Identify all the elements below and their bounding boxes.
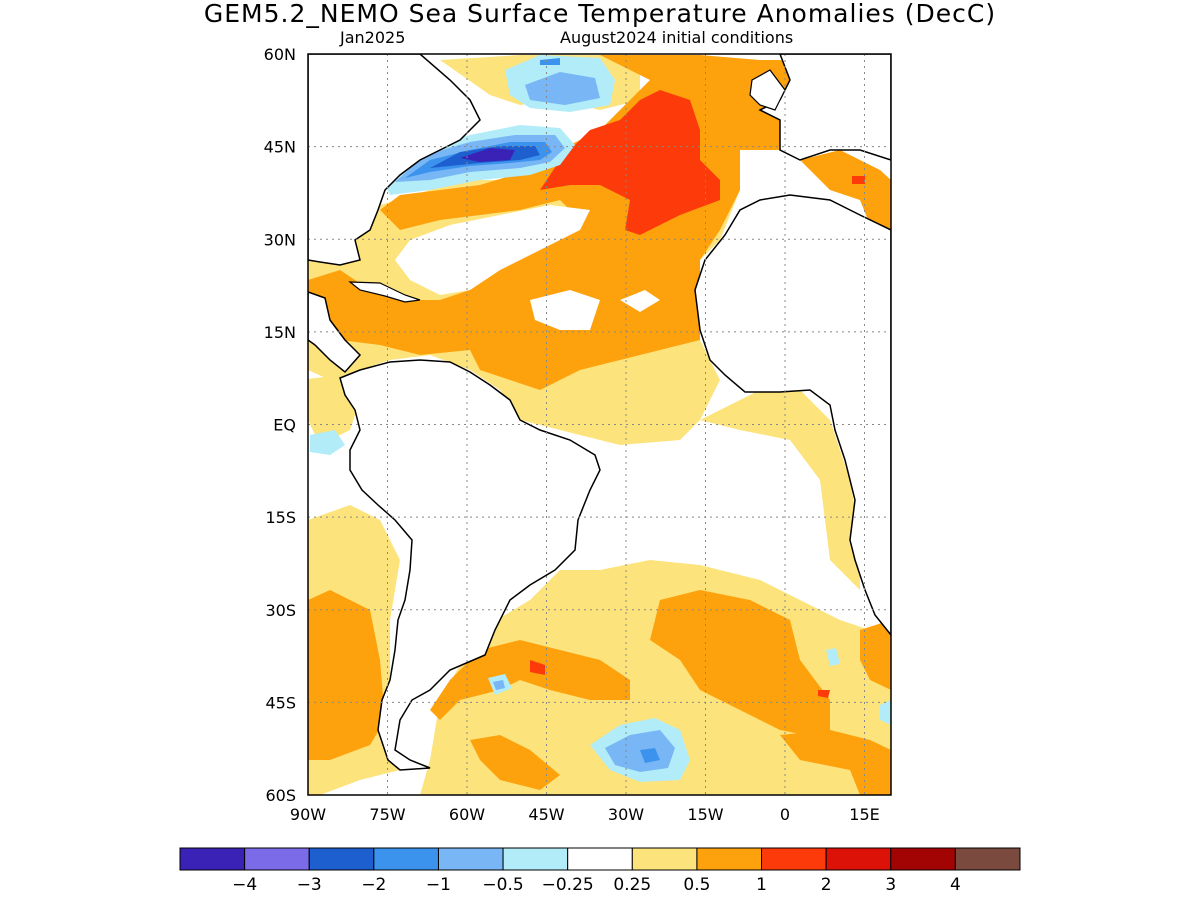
colorbar-swatch <box>373 847 439 871</box>
anomaly-region <box>395 205 590 295</box>
colorbar-swatch <box>308 847 375 871</box>
anomaly-region <box>852 176 865 184</box>
colorbar-tick-label: 4 <box>950 875 961 895</box>
latitude-tick-label: 60S <box>265 786 296 805</box>
anomaly-region <box>540 90 720 235</box>
colorbar-swatch <box>631 847 698 871</box>
latitude-tick-label: 30N <box>264 230 296 249</box>
anomaly-region <box>525 72 600 105</box>
anomaly-region <box>470 735 560 790</box>
colorbar-tick-label: −4 <box>232 875 257 895</box>
coastlines <box>308 54 891 771</box>
anomaly-region <box>826 648 840 666</box>
colorbar-swatch <box>567 847 633 871</box>
colorbar-labels: −4 −3 −2 −1 −0.5 −0.25 0.25 0.5 1 2 3 4 <box>232 875 961 895</box>
cuba-coast <box>348 281 421 303</box>
colorbar-swatch <box>890 847 956 871</box>
grid-lines <box>308 54 891 795</box>
anomaly-region <box>530 660 545 675</box>
anomaly-region <box>880 700 891 725</box>
colorbar-tick-label: 0.5 <box>683 875 710 895</box>
anomaly-region <box>860 620 891 690</box>
anomaly-region <box>780 730 891 795</box>
longitude-tick-label: 45W <box>528 805 564 824</box>
latitude-tick-label: 15S <box>265 508 296 527</box>
latitude-labels: 60N 45N 30N 15N EQ 15S 30S 45S 60S <box>264 45 296 805</box>
colorbar-swatch <box>244 847 310 871</box>
colorbar-swatch <box>954 847 1021 871</box>
colorbar-tick-label: 1 <box>756 875 767 895</box>
longitude-labels: 90W 75W 60W 45W 30W 15W 0 15E <box>290 805 880 824</box>
anomaly-region <box>605 730 675 772</box>
anomaly-region <box>818 690 830 698</box>
longitude-tick-label: 0 <box>780 805 790 824</box>
colorbar-swatch <box>825 847 892 871</box>
latitude-tick-label: 15N <box>264 323 296 342</box>
longitude-tick-label: 15E <box>849 805 879 824</box>
anomaly-field <box>308 55 891 795</box>
anomaly-region <box>620 290 660 312</box>
longitude-tick-label: 15W <box>687 805 723 824</box>
initial-conditions: August2024 initial conditions <box>560 28 794 47</box>
anomaly-region <box>460 148 515 162</box>
anomaly-region <box>800 150 891 230</box>
anomaly-region <box>310 430 345 455</box>
colorbar-tick-label: −0.25 <box>542 875 594 895</box>
colorbar-tick-label: −1 <box>426 875 451 895</box>
latitude-tick-label: 45S <box>265 693 296 712</box>
colorbar-swatch <box>502 847 569 871</box>
colorbar-swatch <box>437 847 504 871</box>
anomaly-region <box>530 290 600 330</box>
south-america-coast <box>339 359 601 771</box>
latitude-tick-label: EQ <box>273 416 296 435</box>
forecast-month: Jan2025 <box>340 28 406 47</box>
anomaly-region <box>430 640 630 720</box>
longitude-tick-label: 30W <box>608 805 644 824</box>
anomaly-region <box>493 680 505 690</box>
colorbar-tick-label: 3 <box>885 875 896 895</box>
colorbar-tick-label: −0.5 <box>482 875 523 895</box>
longitude-tick-label: 60W <box>449 805 485 824</box>
colorbar-tick-label: −3 <box>297 875 322 895</box>
colorbar-tick-label: 2 <box>821 875 832 895</box>
chart-title: GEM5.2_NEMO Sea Surface Temperature Anom… <box>203 0 997 28</box>
africa-coast <box>694 194 891 637</box>
colorbar-tick-label: −2 <box>361 875 386 895</box>
latitude-tick-label: 30S <box>265 601 296 620</box>
british-isles-coast <box>749 69 786 111</box>
colorbar-swatch <box>696 847 763 871</box>
latitude-tick-label: 60N <box>264 45 296 64</box>
latitude-tick-label: 45N <box>264 138 296 157</box>
colorbar-swatch <box>761 847 827 871</box>
anomaly-region <box>540 58 560 65</box>
anomaly-region <box>640 748 660 763</box>
colorbar-swatch <box>179 847 246 871</box>
anomaly-region <box>700 390 860 590</box>
longitude-tick-label: 90W <box>290 805 326 824</box>
longitude-tick-label: 75W <box>369 805 405 824</box>
colorbar-tick-label: 0.25 <box>613 875 651 895</box>
map-frame <box>307 53 892 796</box>
anomaly-region <box>308 590 385 760</box>
colorbar <box>179 847 1021 871</box>
